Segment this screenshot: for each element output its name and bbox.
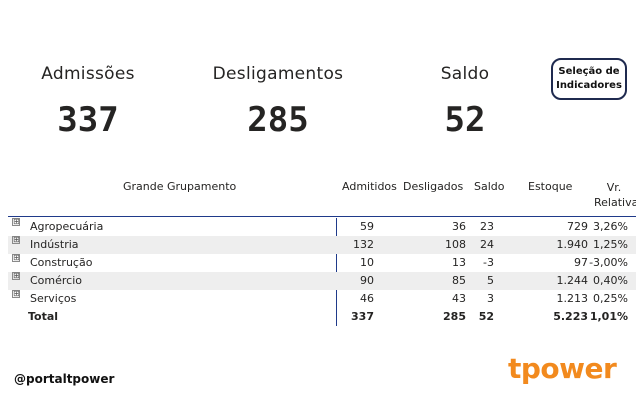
row-estoque: 1.244	[556, 274, 589, 287]
kpi-admissoes: Admissões 337	[30, 62, 146, 140]
row-name: Indústria	[30, 238, 79, 251]
row-desligados: 13	[452, 256, 466, 269]
header-estoque[interactable]: Estoque	[528, 180, 573, 193]
row-saldo: 23	[480, 220, 494, 233]
table-header: Grande Grupamento Admitidos Desligados S…	[8, 174, 636, 216]
row-var: 3,26%	[593, 220, 628, 233]
table-row[interactable]: ⊞ Serviços 46 43 3 1.213 0,25%	[8, 290, 636, 308]
table-row[interactable]: ⊞ Agropecuária 59 36 23 729 3,26%	[8, 218, 636, 236]
row-name: Agropecuária	[30, 220, 104, 233]
selecao-line2: Indicadores	[556, 80, 622, 91]
table-row[interactable]: ⊞ Comércio 90 85 5 1.244 0,40%	[8, 272, 636, 290]
header-grupamento[interactable]: Grande Grupamento	[123, 180, 237, 193]
total-var: 1,01%	[589, 310, 628, 323]
row-saldo: 24	[480, 238, 494, 251]
kpi-admissoes-value: 337	[57, 100, 119, 140]
row-estoque: 1.940	[556, 238, 589, 251]
row-estoque: 1.213	[556, 292, 589, 305]
kpi-desligamentos-label: Desligamentos	[212, 64, 344, 84]
header-desligados[interactable]: Desligados	[403, 180, 464, 193]
expand-icon[interactable]: ⊞	[12, 271, 20, 280]
row-var: -3,00%	[589, 256, 628, 269]
total-saldo: 52	[478, 310, 494, 323]
row-estoque: 729	[567, 220, 588, 233]
kpi-desligamentos-value: 285	[247, 100, 309, 140]
row-desligados: 85	[452, 274, 466, 287]
social-handle: @portaltpower	[14, 372, 115, 386]
row-admitidos: 59	[360, 220, 374, 233]
kpi-saldo-value: 52	[444, 100, 486, 140]
row-saldo: -3	[483, 256, 494, 269]
selecao-indicadores-button[interactable]: Seleção de Indicadores	[551, 58, 627, 100]
expand-icon[interactable]: ⊞	[12, 217, 20, 226]
row-name: Construção	[30, 256, 93, 269]
header-var-line2: Relativa	[594, 196, 636, 209]
row-admitidos: 90	[360, 274, 374, 287]
row-desligados: 43	[452, 292, 466, 305]
row-admitidos: 132	[353, 238, 374, 251]
selecao-line1: Seleção de	[558, 66, 620, 77]
row-var: 1,25%	[593, 238, 628, 251]
row-admitidos: 10	[360, 256, 374, 269]
expand-icon[interactable]: ⊞	[12, 289, 20, 298]
row-var: 0,25%	[593, 292, 628, 305]
kpi-saldo: Saldo 52	[425, 62, 505, 140]
row-var: 0,40%	[593, 274, 628, 287]
kpi-admissoes-label: Admissões	[41, 64, 135, 84]
row-name: Serviços	[30, 292, 77, 305]
header-saldo[interactable]: Saldo	[474, 180, 505, 193]
total-name: Total	[28, 310, 59, 323]
grupamento-table: Grande Grupamento Admitidos Desligados S…	[8, 174, 636, 326]
kpi-saldo-label: Saldo	[440, 64, 490, 84]
header-variacao-relativa[interactable]: Vr. Relativa	[594, 180, 636, 210]
header-admitidos[interactable]: Admitidos	[342, 180, 397, 193]
row-saldo: 3	[487, 292, 494, 305]
header-var-line1: Vr.	[606, 181, 622, 194]
row-admitidos: 46	[360, 292, 374, 305]
row-estoque: 97	[574, 256, 588, 269]
table-row[interactable]: ⊞ Construção 10 13 -3 97 -3,00%	[8, 254, 636, 272]
table-row[interactable]: ⊞ Indústria 132 108 24 1.940 1,25%	[8, 236, 636, 254]
row-desligados: 108	[445, 238, 466, 251]
kpi-desligamentos: Desligamentos 285	[208, 62, 348, 140]
row-saldo: 5	[487, 274, 494, 287]
table-total-row: Total 337 285 52 5.223 1,01%	[8, 308, 636, 326]
header-divider	[8, 216, 636, 217]
expand-icon[interactable]: ⊞	[12, 253, 20, 262]
row-desligados: 36	[452, 220, 466, 233]
total-admitidos: 337	[351, 310, 374, 323]
total-desligados: 285	[443, 310, 466, 323]
row-name: Comércio	[30, 274, 83, 287]
tpower-logo: tpower	[508, 352, 617, 385]
expand-icon[interactable]: ⊞	[12, 235, 20, 244]
total-estoque: 5.223	[553, 310, 588, 323]
